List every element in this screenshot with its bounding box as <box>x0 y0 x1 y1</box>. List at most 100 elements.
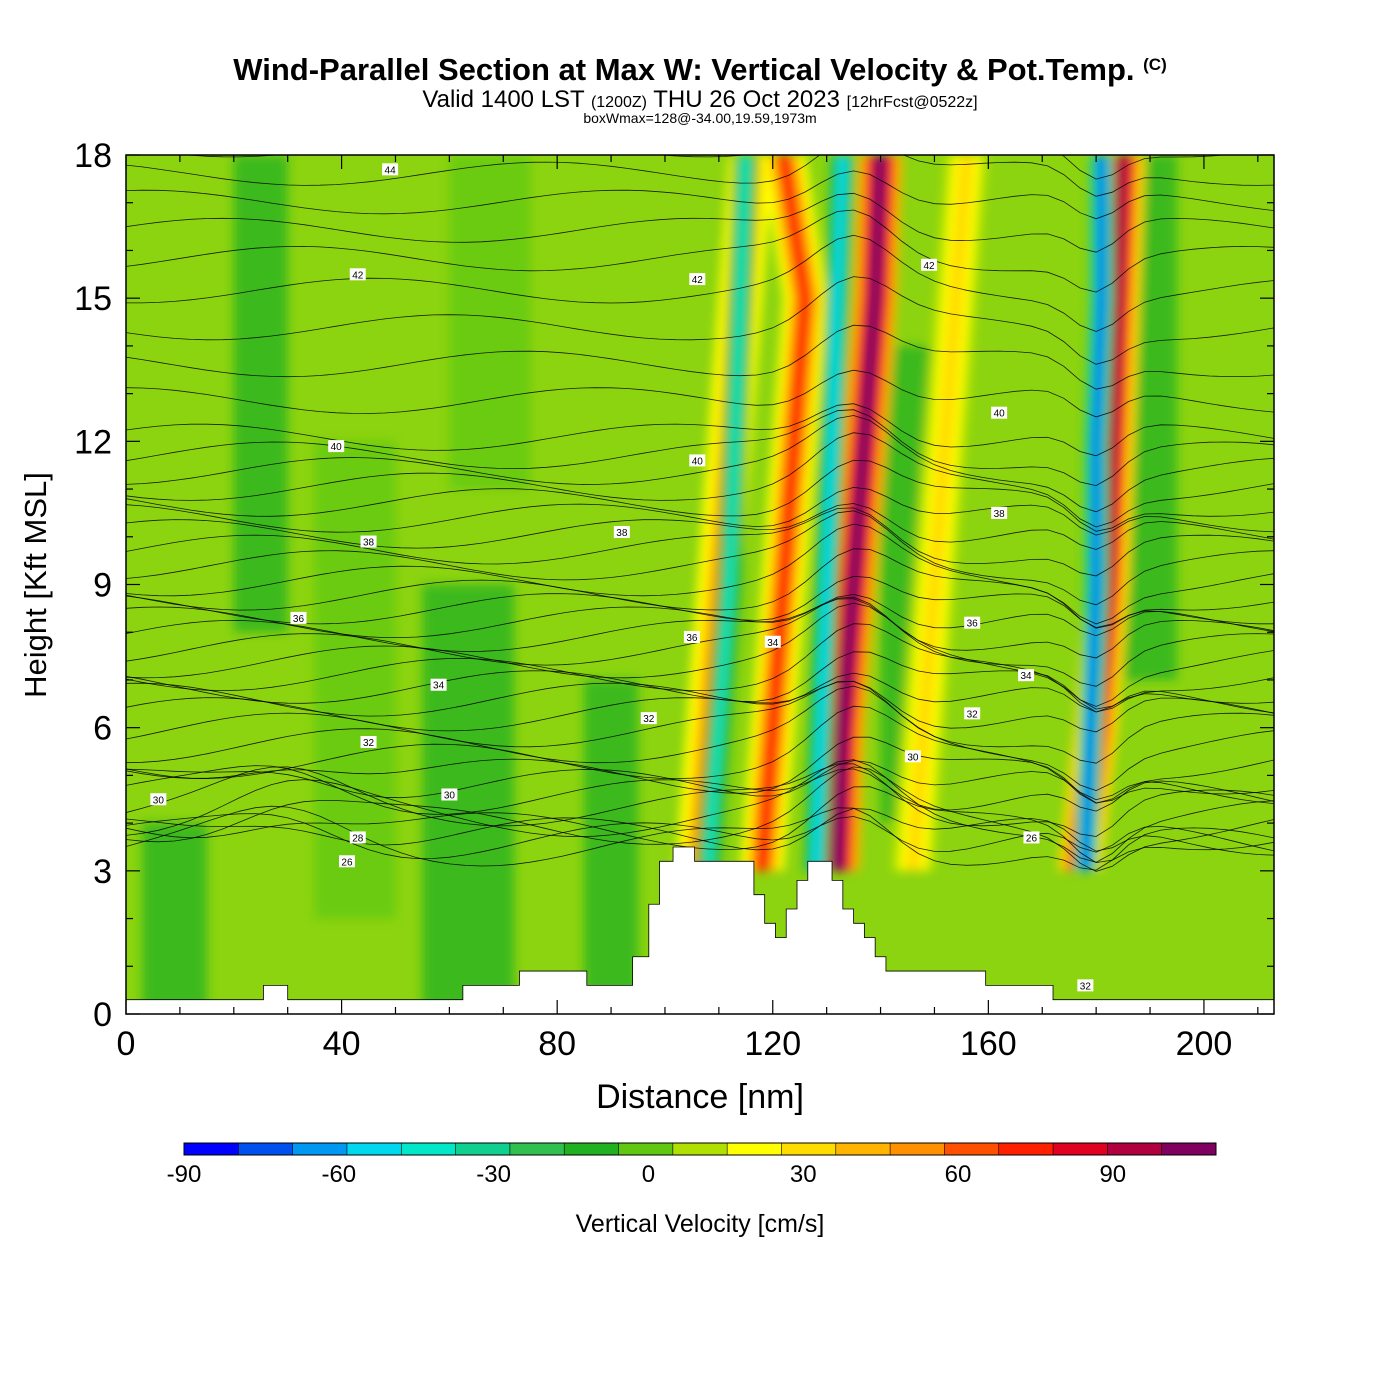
contour-label: 32 <box>964 707 981 720</box>
colorbar-swatch <box>1053 1143 1108 1155</box>
theta-contour-line <box>126 766 1274 872</box>
contour-label: 32 <box>360 735 377 749</box>
contour-label: 40 <box>689 454 706 467</box>
colorbar-tick-label: -30 <box>476 1161 511 1188</box>
y-tick-label: 18 <box>74 137 112 175</box>
colorbar-swatch <box>1161 1143 1217 1155</box>
contour-label-text: 32 <box>967 709 979 720</box>
contour-label-text: 26 <box>341 857 353 868</box>
theta-contour-line <box>126 507 1274 577</box>
theta-contour-line <box>126 672 1274 717</box>
contour-label-text: 28 <box>352 833 364 844</box>
theta-contour-line <box>126 805 1274 871</box>
colorbar: -90 -60 -30 0 30 60 90 <box>167 1142 1217 1188</box>
contour-label-bg <box>613 526 630 539</box>
contour-label: 34 <box>1018 669 1035 682</box>
theta-contour-line <box>126 685 1274 792</box>
copyright-mark: (C) <box>1143 55 1167 74</box>
background-band <box>233 155 288 633</box>
contour-label-bg <box>1018 669 1035 682</box>
chart-title: Wind-Parallel Section at Max W: Vertical… <box>0 52 1400 88</box>
theta-contour-line <box>126 486 1274 536</box>
background-band <box>314 441 396 919</box>
theta-contour-line <box>126 276 1274 365</box>
contour-label-bg <box>290 611 307 624</box>
contour-label-text: 34 <box>1021 671 1033 682</box>
contour-label-bg <box>689 273 706 286</box>
contour-label: 40 <box>991 406 1008 420</box>
contour-label-text: 42 <box>352 270 364 281</box>
downdraft-band <box>811 155 853 871</box>
contour-labels: 26 28 30 30 30 26 32 32 32 34 34 34 36 36 36 38 38 38 40 40… <box>150 163 1094 992</box>
theta-contour-line <box>126 596 1274 687</box>
theta-contour-line <box>126 808 1274 856</box>
terrain <box>126 846 1274 1014</box>
y-axis-label: Height [Kft MSL] <box>18 472 53 698</box>
x-tick-label: 0 <box>117 1025 136 1063</box>
theta-contour-line <box>126 369 1274 418</box>
theta-contour-line <box>126 209 1274 293</box>
contour-label-text: 32 <box>1080 981 1092 992</box>
contour-label-text: 30 <box>153 795 165 806</box>
colorbar-tick-label: 90 <box>1099 1161 1126 1188</box>
colorbar-frame <box>183 1142 1217 1156</box>
contour-label-text: 36 <box>686 633 698 644</box>
theta-contour-line <box>126 234 1274 332</box>
updraft-band <box>905 155 980 871</box>
theta-contour-line <box>126 459 1274 532</box>
downdraft-band <box>704 155 756 871</box>
contour-label: 34 <box>430 678 447 692</box>
y-tick-label: 6 <box>93 710 112 748</box>
colorbar-swatch <box>238 1143 294 1155</box>
theta-contour-line <box>126 403 1274 457</box>
colorbar-swatch <box>401 1143 457 1155</box>
contour-label-bg <box>360 735 377 748</box>
colorbar-swatch <box>346 1143 402 1155</box>
theta-contour-line <box>126 593 1274 638</box>
colorbar-swatch <box>618 1143 674 1155</box>
theta-contour-line <box>126 763 1274 837</box>
y-tick-label: 12 <box>74 423 112 461</box>
colorbar-swatch <box>292 1143 348 1155</box>
colorbar-tick-label: -90 <box>167 1161 202 1188</box>
theta-contour-line <box>126 813 1274 860</box>
contour-label-bg <box>964 616 981 629</box>
contour-label-bg <box>640 712 657 725</box>
valid-time: Valid 1400 LST <box>422 86 585 113</box>
background-band <box>422 584 515 1014</box>
colorbar-label: Vertical Velocity [cm/s] <box>576 1210 825 1238</box>
x-tick-label: 120 <box>744 1025 801 1063</box>
plot-area: 26 28 30 30 30 26 32 32 32 34 34 34 36 36 36 38 38 38 40 40… <box>126 155 1274 1014</box>
theta-contour-line <box>126 510 1274 606</box>
colorbar-swatch <box>835 1143 891 1155</box>
box-max-info: boxWmax=128@-34.00,19.59,1973m <box>583 110 817 126</box>
colorbar-swatch <box>455 1143 511 1155</box>
updraft-band <box>754 155 813 871</box>
theta-contour-line <box>126 432 1274 528</box>
contour-label: 30 <box>904 750 921 763</box>
contour-label-bg <box>338 855 355 868</box>
contour-label-bg <box>349 268 366 281</box>
colorbar-swatch <box>184 1143 239 1155</box>
contour-label-bg <box>991 406 1008 419</box>
contour-label-bg <box>1077 979 1094 992</box>
forecast-info: [12hrFcst@0522z] <box>846 94 978 111</box>
x-tick-label: 40 <box>323 1025 361 1063</box>
contour-label-text: 38 <box>616 528 628 539</box>
contour-label-bg <box>964 707 981 720</box>
colorbar-tick-label: 0 <box>642 1161 655 1188</box>
colorbar-tick-label: -60 <box>321 1161 356 1188</box>
colorbar-swatch <box>890 1143 945 1155</box>
colorbar-swatch <box>564 1143 620 1155</box>
contour-label-text: 30 <box>907 752 919 763</box>
x-axis: 0 40 80 120 160 200 <box>117 155 1259 1063</box>
contour-label: 36 <box>290 611 307 625</box>
contour-label-text: 38 <box>994 509 1006 520</box>
valid-date: THU 26 Oct 2023 <box>653 86 840 113</box>
colorbar-tick-label: 60 <box>945 1161 972 1188</box>
velocity-field <box>142 155 1177 1014</box>
theta-contour-line <box>126 623 1274 713</box>
contour-label: 26 <box>1023 831 1040 844</box>
contour-label-bg <box>328 440 345 453</box>
